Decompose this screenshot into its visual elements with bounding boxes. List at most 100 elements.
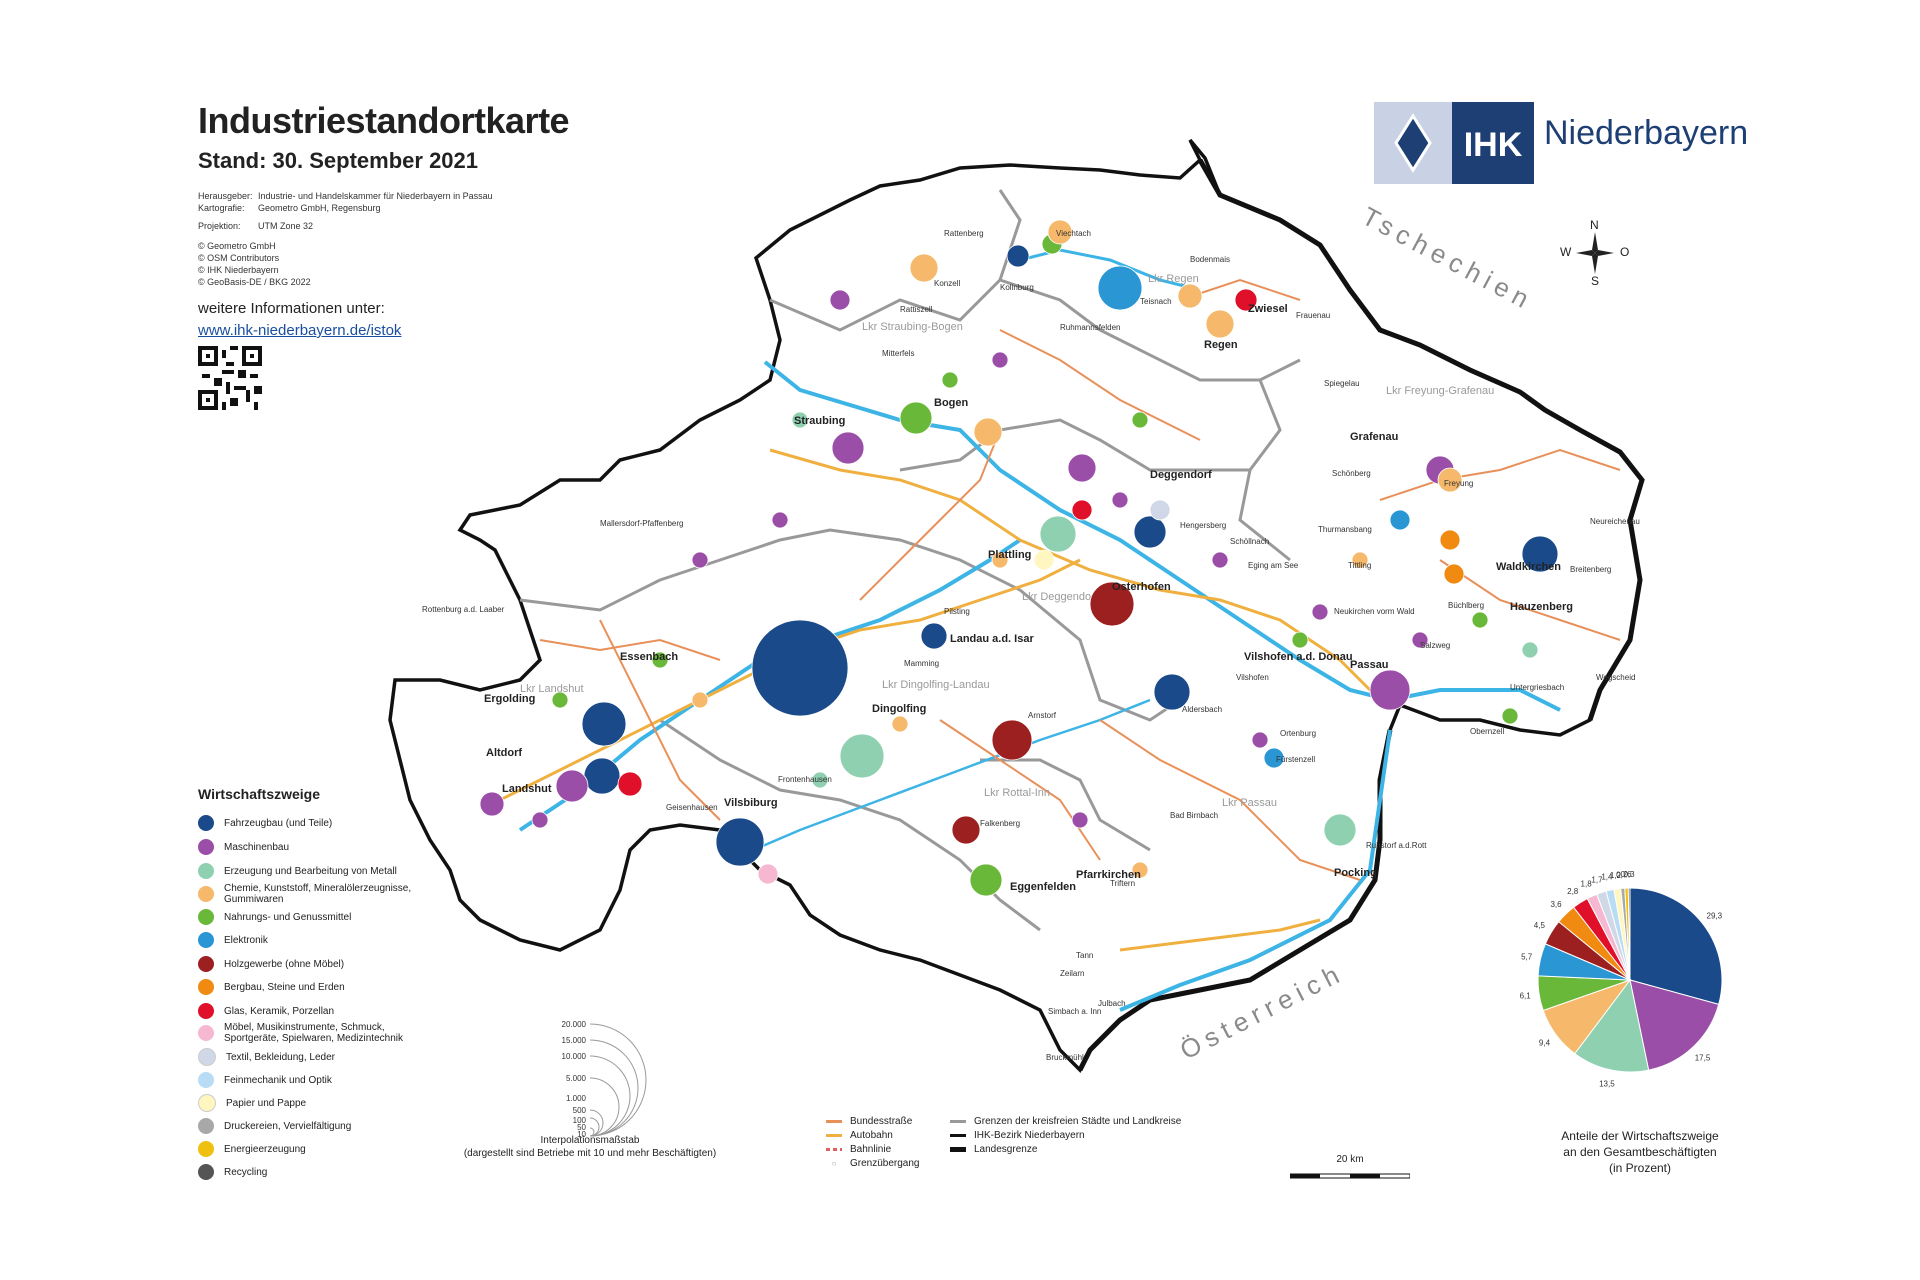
town-label: Kollnburg	[1000, 283, 1034, 292]
legend-item: Bergbau, Steine und Erden	[198, 976, 345, 998]
business-circle	[920, 622, 948, 650]
scale-value: 10	[577, 1130, 586, 1139]
town-label: Triftern	[1110, 879, 1135, 888]
scale-arc-20000	[589, 1023, 647, 1137]
town-label: Ruhmannsfelden	[1060, 323, 1120, 332]
town-label: Pilsting	[944, 607, 970, 616]
city-label: Essenbach	[620, 651, 678, 663]
town-label: Rattenberg	[944, 229, 984, 238]
business-circle	[1263, 747, 1285, 769]
scale-arc-5000	[589, 1077, 620, 1137]
business-circle	[1501, 707, 1519, 725]
legend-label: Holzgewerbe (ohne Möbel)	[224, 958, 345, 970]
town-label: Fürstenzell	[1276, 755, 1315, 764]
pie-label: 6,1	[1520, 991, 1532, 1000]
scale-circles: 20.000 15.000 10.000 5.000 1.000 500 100…	[562, 1020, 647, 1139]
legend-swatch	[198, 1025, 214, 1041]
meta-block: Herausgeber: Industrie- und Handelskammer…	[198, 190, 493, 288]
pie-label: 0,3	[1623, 870, 1635, 879]
pie-label: 1,4	[1601, 873, 1613, 882]
more-info-link[interactable]: www.ihk-niederbayern.de/istok	[198, 322, 402, 339]
scale-arc-1000	[589, 1109, 604, 1137]
meta-cartography: Kartografie: Geometro GmbH, Regensburg	[198, 203, 381, 213]
credits: © Geometro GmbH © OSM Contributors © IHK…	[198, 241, 311, 287]
business-circle	[1205, 309, 1235, 339]
town-label: Konzell	[934, 279, 960, 288]
business-circle	[757, 863, 779, 885]
town-label: Frauenau	[1296, 311, 1330, 320]
district-label: Lkr Rottal-Inn	[984, 787, 1050, 799]
legend-label: Papier und Pappe	[226, 1097, 307, 1109]
business-circle	[1133, 515, 1167, 549]
town-label: Bad Birnbach	[1170, 811, 1218, 820]
city-label: Grafenau	[1350, 431, 1398, 443]
legend-item: Möbel, Musikinstrumente, Schmuck, Sportg…	[198, 1022, 424, 1044]
business-circle	[1234, 288, 1258, 312]
rail-swatch	[826, 1148, 842, 1151]
scale-value: 50	[577, 1123, 586, 1132]
legend-item: Energieerzeugung	[198, 1138, 306, 1160]
business-circle	[1071, 499, 1093, 521]
city-label: Waldkirchen	[1496, 561, 1561, 573]
pie-label: 1,8	[1581, 880, 1593, 889]
town-label: Rottenburg a.d. Laaber	[422, 605, 505, 614]
legend-label: Maschinenbau	[224, 841, 290, 853]
business-circle	[811, 771, 829, 789]
meta-publisher: Herausgeber: Industrie- und Handelskammer…	[198, 191, 493, 201]
line-legend-item: Landesgrenze	[950, 1144, 1037, 1155]
legend-swatch	[198, 956, 214, 972]
legend-label: Nahrungs- und Genussmittel	[224, 911, 352, 923]
pie-chart: 29,3 17,5 13,5 9,4 6,1 5,7 4,5 3,6 2,81,8 1,71,41…	[1520, 870, 1723, 1088]
city-label: Regen	[1204, 339, 1238, 351]
business-circle	[581, 701, 627, 747]
page-subtitle: Stand: 30. September 2021	[198, 148, 479, 173]
legend-label: Bergbau, Steine und Erden	[224, 981, 345, 993]
legend-label: Elektronik	[224, 934, 268, 946]
district-label: Lkr Regen	[1148, 273, 1199, 285]
legend-item: Chemie, Kunststoff, Mineralölerzeugnisse…	[198, 883, 424, 905]
business-circle	[1177, 283, 1203, 309]
business-circle	[1311, 603, 1329, 621]
legend-label: Chemie, Kunststoff, Mineralölerzeugnisse…	[224, 883, 412, 905]
legend-item: Maschinenbau	[198, 836, 289, 858]
pie-label: 3,6	[1550, 900, 1562, 909]
town-label: Falkenberg	[980, 819, 1020, 828]
business-circle	[691, 551, 709, 569]
business-circle	[831, 431, 865, 465]
business-circle	[941, 371, 959, 389]
logo-badge: IHK	[1464, 126, 1523, 164]
compass-w: W	[1560, 245, 1572, 259]
business-circle	[1111, 491, 1129, 509]
legend-label: Möbel, Musikinstrumente, Schmuck, Sportg…	[224, 1022, 403, 1044]
compass-rose: N S W O	[1558, 218, 1632, 288]
scale-arc-15000	[589, 1039, 639, 1137]
town-label: Simbach a. Inn	[1048, 1007, 1101, 1016]
legend-swatch	[198, 886, 214, 902]
town-label: Eging am See	[1248, 561, 1299, 570]
city-label: Landshut	[502, 783, 552, 795]
pie-label: 29,3	[1707, 912, 1723, 921]
pie-label: 4,5	[1534, 921, 1546, 930]
legend-label: Glas, Keramik, Porzellan	[224, 1005, 335, 1017]
state-border	[1197, 158, 1645, 721]
town-label: Viechtach	[1056, 229, 1091, 238]
business-circle	[617, 771, 643, 797]
business-circle	[1521, 641, 1539, 659]
city-label: Pocking	[1334, 867, 1377, 879]
scale-value: 5.000	[566, 1074, 587, 1083]
business-circle	[899, 401, 933, 435]
town-label: Untergriesbach	[1510, 683, 1564, 692]
ihk-border-swatch	[950, 1134, 966, 1137]
city-label: Altdorf	[486, 747, 522, 759]
city-label: Vilshofen a.d. Donau	[1244, 651, 1353, 663]
district-label: Lkr Dingolfing-Landau	[882, 679, 990, 691]
legend-label: Feinmechanik und Optik	[224, 1074, 332, 1086]
business-circle	[691, 691, 709, 709]
town-label: Schöllnach	[1230, 537, 1269, 546]
town-label: Frontenhausen	[778, 775, 832, 784]
business-circle	[991, 351, 1009, 369]
business-circle	[1153, 673, 1191, 711]
scale-value: 20.000	[562, 1020, 587, 1029]
scale-bar-graphic	[1289, 1173, 1411, 1179]
legend-swatch	[198, 1118, 214, 1134]
